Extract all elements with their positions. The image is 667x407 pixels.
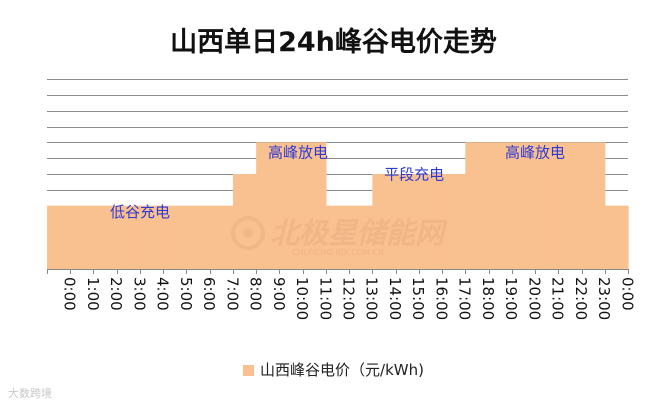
x-tick-label: 23:00 — [595, 277, 613, 320]
area-segment-0 — [47, 205, 71, 269]
area-segment-23 — [581, 142, 606, 269]
watermark-text: 北极星储能网 — [270, 216, 448, 250]
x-tick-label: 1:00 — [84, 277, 102, 311]
x-tick-label: 2:00 — [107, 277, 125, 311]
area-segment-8 — [232, 174, 257, 269]
x-tick-label: 6:00 — [200, 277, 218, 311]
x-tick-label: 0:00 — [618, 277, 636, 311]
area-segment-24 — [604, 205, 629, 269]
area-segment-5 — [163, 205, 188, 269]
x-tick-label: 8:00 — [247, 277, 265, 311]
x-axis: 0:00 1:00 2:00 3:00 4:00 5:00 6:00 7:00 8:00 9:00… — [47, 269, 636, 320]
annotation-3: 高峰放电 — [505, 143, 565, 161]
annotation-0: 低谷充电 — [110, 203, 170, 221]
x-tick-label: 11:00 — [316, 277, 334, 320]
area-segment-14 — [372, 174, 397, 269]
x-tick-label: 20:00 — [525, 277, 543, 320]
area-segment-16 — [418, 174, 443, 269]
x-tick-label: 22:00 — [572, 277, 590, 320]
area-segment-3 — [116, 205, 141, 269]
x-tick-label: 17:00 — [456, 277, 474, 320]
x-tick-label: 16:00 — [432, 277, 450, 320]
watermark-subtext: CHUNENG.BJX.COM.CN — [292, 248, 384, 257]
x-tick-label: 13:00 — [363, 277, 381, 320]
x-tick-label: 7:00 — [223, 277, 241, 311]
area-segment-19 — [488, 142, 513, 269]
chart-title: 山西单日24h峰谷电价走势 — [170, 27, 497, 58]
area-segment-7 — [209, 205, 234, 269]
x-tick-label: 19:00 — [502, 277, 520, 320]
annotation-1: 高峰放电 — [268, 143, 328, 161]
area-segment-20 — [511, 142, 536, 269]
annotation-2: 平段充电 — [384, 166, 444, 184]
area-series — [47, 142, 629, 269]
area-segment-13 — [349, 205, 373, 269]
area-segment-22 — [558, 142, 583, 269]
area-segment-2 — [93, 205, 118, 269]
area-segment-9 — [256, 142, 280, 269]
area-segment-1 — [70, 205, 95, 269]
x-tick-label: 10:00 — [293, 277, 311, 320]
watermark-logo-icon — [231, 216, 265, 250]
bottom-watermark: 大数跨境 — [8, 387, 52, 400]
area-segment-21 — [535, 142, 559, 269]
x-tick-label: 18:00 — [479, 277, 497, 320]
x-tick-label: 21:00 — [549, 277, 567, 320]
watermark: 北极星储能网 CHUNENG.BJX.COM.CN — [231, 216, 448, 257]
area-segment-12 — [325, 205, 350, 269]
x-tick-label: 3:00 — [130, 277, 148, 311]
area-segment-18 — [465, 142, 490, 269]
area-segment-15 — [395, 174, 420, 269]
area-segment-6 — [186, 205, 211, 269]
x-tick-label: 12:00 — [340, 277, 358, 320]
x-tick-label: 4:00 — [154, 277, 172, 311]
legend: 山西峰谷电价（元/kWh) — [0, 359, 667, 380]
x-tick-label: 0:00 — [61, 277, 79, 311]
area-segment-10 — [279, 142, 304, 269]
x-tick-label: 15:00 — [409, 277, 427, 320]
legend-swatch — [243, 365, 255, 376]
area-segment-4 — [139, 205, 164, 269]
x-tick-label: 14:00 — [386, 277, 404, 320]
x-tick-label: 9:00 — [270, 277, 288, 311]
area-segment-17 — [442, 174, 466, 269]
legend-label: 山西峰谷电价（元/kWh) — [260, 361, 424, 379]
x-tick-label: 5:00 — [177, 277, 195, 311]
area-segment-11 — [302, 142, 327, 269]
